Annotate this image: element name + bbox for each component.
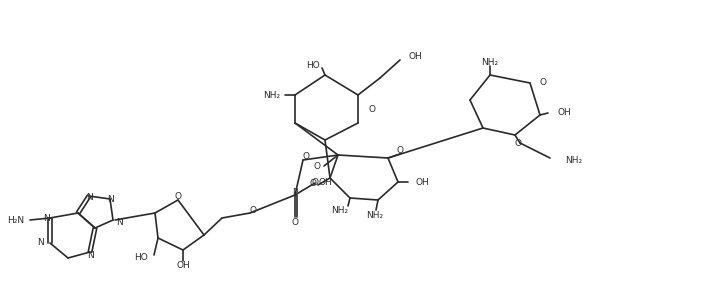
Text: N: N xyxy=(116,217,123,227)
Text: OH: OH xyxy=(408,52,422,60)
Text: O: O xyxy=(368,104,375,114)
Text: N: N xyxy=(85,192,93,201)
Text: O: O xyxy=(250,205,256,215)
Text: O: O xyxy=(397,146,403,154)
Text: O: O xyxy=(292,217,298,227)
Text: NH₂: NH₂ xyxy=(366,211,384,220)
Text: NH₂: NH₂ xyxy=(481,57,499,67)
Text: H₂N: H₂N xyxy=(7,216,24,224)
Text: NH₂: NH₂ xyxy=(565,156,582,165)
Text: O: O xyxy=(309,178,316,188)
Text: O: O xyxy=(515,138,521,147)
Text: HO: HO xyxy=(134,252,148,262)
Text: O: O xyxy=(303,151,309,161)
Text: N: N xyxy=(37,238,44,247)
Text: N: N xyxy=(87,251,93,259)
Text: O: O xyxy=(174,192,182,200)
Text: HO: HO xyxy=(306,60,320,69)
Text: NH₂: NH₂ xyxy=(263,91,280,99)
Text: OH: OH xyxy=(415,177,429,186)
Text: O: O xyxy=(313,161,320,170)
Text: N: N xyxy=(43,213,49,223)
Text: OH: OH xyxy=(318,177,332,186)
Text: OH: OH xyxy=(558,107,572,116)
Text: OH: OH xyxy=(176,261,190,270)
Text: N: N xyxy=(106,195,114,204)
Text: O: O xyxy=(539,77,547,87)
Text: NH₂: NH₂ xyxy=(332,205,348,215)
Text: P: P xyxy=(292,188,298,196)
Text: O: O xyxy=(311,177,318,186)
